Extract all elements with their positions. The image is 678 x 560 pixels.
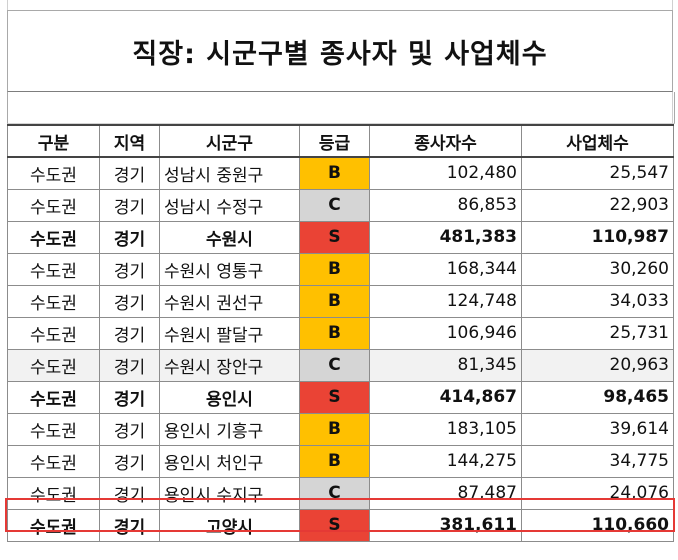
cell-category[interactable]: 수도권 (7, 156, 100, 190)
cell-region[interactable]: 경기 (99, 252, 160, 286)
cell-workers[interactable]: 414,867 (369, 380, 522, 414)
cell-workers[interactable]: 86,853 (369, 188, 522, 222)
cell-district[interactable]: 수원시 (159, 220, 300, 254)
cell-category[interactable]: 수도권 (7, 508, 100, 542)
table-row: 수도권 경기 용인시 기흥구 B 183,105 39,614 (7, 412, 674, 446)
cell-grade[interactable]: B (299, 252, 370, 286)
cell-businesses[interactable]: 25,731 (521, 316, 674, 350)
cell-grade[interactable]: B (299, 316, 370, 350)
data-table: 구분 지역 시군구 등급 종사자수 사업체수 수도권 경기 성남시 중원구 B 102,… (7, 124, 674, 542)
cell-businesses[interactable]: 24,076 (521, 476, 674, 510)
cell-category[interactable]: 수도권 (7, 412, 100, 446)
cell-workers[interactable]: 102,480 (369, 156, 522, 190)
title-cell[interactable]: 직장: 시군구별 종사자 및 사업체수 (7, 10, 673, 92)
table-row: 수도권 경기 수원시 권선구 B 124,748 34,033 (7, 284, 674, 318)
cell-district[interactable]: 수원시 권선구 (159, 284, 300, 318)
cell-region[interactable]: 경기 (99, 508, 160, 542)
cell-region[interactable]: 경기 (99, 380, 160, 414)
cell-workers[interactable]: 81,345 (369, 348, 522, 382)
cell-businesses[interactable]: 110,987 (521, 220, 674, 254)
header-businesses[interactable]: 사업체수 (521, 124, 674, 158)
cell-category[interactable]: 수도권 (7, 252, 100, 286)
cell-category[interactable]: 수도권 (7, 220, 100, 254)
cell-district[interactable]: 수원시 영통구 (159, 252, 300, 286)
cell-workers[interactable]: 106,946 (369, 316, 522, 350)
cell-region[interactable]: 경기 (99, 412, 160, 446)
cell-region[interactable]: 경기 (99, 444, 160, 478)
cell-grade[interactable]: C (299, 348, 370, 382)
table-row: 수도권 경기 고양시 S 381,611 110,660 (7, 508, 674, 542)
cell-category[interactable]: 수도권 (7, 316, 100, 350)
table-row: 수도권 경기 용인시 S 414,867 98,465 (7, 380, 674, 414)
cell-category[interactable]: 수도권 (7, 348, 100, 382)
cell-grade[interactable]: B (299, 284, 370, 318)
table-row: 수도권 경기 성남시 중원구 B 102,480 25,547 (7, 156, 674, 190)
cell-businesses[interactable]: 30,260 (521, 252, 674, 286)
table-row: 수도권 경기 수원시 S 481,383 110,987 (7, 220, 674, 254)
cell-grade[interactable]: B (299, 156, 370, 190)
cell-grade[interactable]: B (299, 412, 370, 446)
cell-district[interactable]: 수원시 팔달구 (159, 316, 300, 350)
cell-region[interactable]: 경기 (99, 220, 160, 254)
cell-category[interactable]: 수도권 (7, 284, 100, 318)
cell-businesses[interactable]: 39,614 (521, 412, 674, 446)
table-row: 수도권 경기 수원시 팔달구 B 106,946 25,731 (7, 316, 674, 350)
cell-category[interactable]: 수도권 (7, 380, 100, 414)
cell-businesses[interactable]: 22,903 (521, 188, 674, 222)
cell-district[interactable]: 수원시 장안구 (159, 348, 300, 382)
cell-category[interactable]: 수도권 (7, 188, 100, 222)
sheet-title: 직장: 시군구별 종사자 및 사업체수 (132, 38, 548, 70)
header-workers[interactable]: 종사자수 (369, 124, 522, 158)
cell-grade[interactable]: S (299, 220, 370, 254)
header-category[interactable]: 구분 (7, 124, 100, 158)
header-district[interactable]: 시군구 (159, 124, 300, 158)
cell-region[interactable]: 경기 (99, 284, 160, 318)
header-region[interactable]: 지역 (99, 124, 160, 158)
cell-businesses[interactable]: 110,660 (521, 508, 674, 542)
cell-businesses[interactable]: 34,033 (521, 284, 674, 318)
cell-workers[interactable]: 168,344 (369, 252, 522, 286)
cell-district[interactable]: 용인시 수지구 (159, 476, 300, 510)
cell-region[interactable]: 경기 (99, 316, 160, 350)
cell-district[interactable]: 용인시 (159, 380, 300, 414)
cell-workers[interactable]: 124,748 (369, 284, 522, 318)
header-grade[interactable]: 등급 (299, 124, 370, 158)
cell-workers[interactable]: 381,611 (369, 508, 522, 542)
cell-region[interactable]: 경기 (99, 476, 160, 510)
table-row: 수도권 경기 수원시 영통구 B 168,344 30,260 (7, 252, 674, 286)
cell-district[interactable]: 성남시 수정구 (159, 188, 300, 222)
cell-grade[interactable]: C (299, 188, 370, 222)
cell-district[interactable]: 성남시 중원구 (159, 156, 300, 190)
cell-district[interactable]: 용인시 기흥구 (159, 412, 300, 446)
cell-workers[interactable]: 87,487 (369, 476, 522, 510)
cell-businesses[interactable]: 25,547 (521, 156, 674, 190)
cell-workers[interactable]: 183,105 (369, 412, 522, 446)
table-row: 수도권 경기 성남시 수정구 C 86,853 22,903 (7, 188, 674, 222)
cell-district[interactable]: 용인시 처인구 (159, 444, 300, 478)
cell-businesses[interactable]: 98,465 (521, 380, 674, 414)
cell-workers[interactable]: 144,275 (369, 444, 522, 478)
header-row: 구분 지역 시군구 등급 종사자수 사업체수 (7, 124, 674, 158)
cell-businesses[interactable]: 20,963 (521, 348, 674, 382)
cell-region[interactable]: 경기 (99, 188, 160, 222)
cell-region[interactable]: 경기 (99, 156, 160, 190)
table-row: 수도권 경기 수원시 장안구 C 81,345 20,963 (7, 348, 674, 382)
cell-businesses[interactable]: 34,775 (521, 444, 674, 478)
empty-row[interactable] (7, 92, 675, 124)
cell-category[interactable]: 수도권 (7, 444, 100, 478)
cell-workers[interactable]: 481,383 (369, 220, 522, 254)
cell-region[interactable]: 경기 (99, 348, 160, 382)
cell-category[interactable]: 수도권 (7, 476, 100, 510)
table-row: 수도권 경기 용인시 처인구 B 144,275 34,775 (7, 444, 674, 478)
cell-grade[interactable]: B (299, 444, 370, 478)
table-row: 수도권 경기 용인시 수지구 C 87,487 24,076 (7, 476, 674, 510)
cell-grade[interactable]: S (299, 380, 370, 414)
cell-district[interactable]: 고양시 (159, 508, 300, 542)
cell-grade[interactable]: S (299, 508, 370, 542)
cell-grade[interactable]: C (299, 476, 370, 510)
